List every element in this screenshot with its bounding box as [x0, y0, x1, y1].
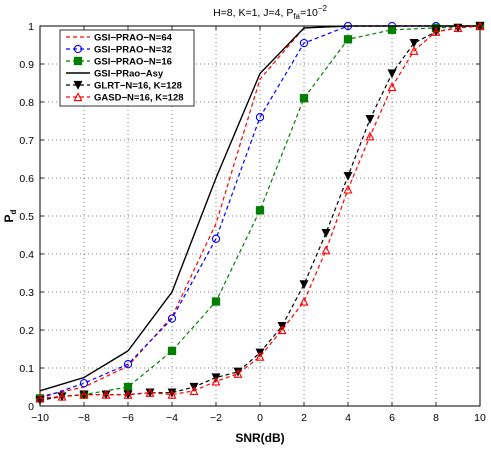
y-tick-label: 0.5: [19, 211, 34, 223]
legend-label: GLRT−N=16, K=128: [94, 81, 182, 92]
data-point-triangle-down: [365, 114, 375, 124]
x-tick-label: 0: [257, 412, 263, 424]
series-line: [39, 25, 481, 399]
legend-item: GASD−N=16, K=128: [66, 92, 184, 104]
data-point-triangle-up: [211, 376, 221, 386]
x-tick-label: −8: [78, 412, 90, 424]
data-point-triangle-down: [73, 80, 83, 90]
x-tick-label: 8: [433, 412, 439, 424]
data-point-triangle-up: [475, 21, 485, 31]
data-point-triangle-up: [73, 92, 83, 102]
legend-box: [59, 29, 195, 107]
series: [39, 25, 480, 392]
data-point-triangle-up: [387, 81, 397, 91]
x-tick-label: −10: [31, 412, 49, 424]
x-tick-label: 4: [345, 412, 351, 424]
legend-item: GSI−PRAO−N=32: [66, 45, 172, 56]
legend-item: GSI−PRAO−N=16: [66, 57, 172, 68]
y-tick-label: 0.6: [19, 173, 34, 185]
y-tick-label: 0.4: [19, 249, 34, 261]
x-tick-label: 10: [474, 412, 486, 424]
data-point-triangle-up: [409, 45, 419, 55]
data-point-circle: [123, 360, 133, 369]
data-point-circle: [299, 38, 309, 48]
y-tick-label: 1: [28, 21, 34, 33]
data-point-triangle-down: [299, 280, 309, 290]
data-point-triangle-up: [189, 385, 199, 395]
y-tick-label: 0.9: [19, 59, 34, 71]
data-point-square: [73, 56, 83, 66]
y-tick-label: 0: [28, 401, 34, 413]
y-tick-label: 0.7: [19, 135, 34, 147]
data-point-square: [387, 25, 397, 34]
data-point-circle: [79, 379, 89, 388]
data-point-triangle-up: [255, 351, 265, 361]
data-point-triangle-up: [145, 387, 155, 397]
data-point-triangle-up: [233, 368, 243, 378]
data-point-triangle-up: [57, 391, 67, 401]
legend: GSI−PRAO−N=64GSI−PRAO−N=32GSI−PRAO−N=16G…: [59, 29, 195, 107]
data-point-triangle-down: [321, 228, 331, 238]
x-tick-label: −2: [210, 412, 222, 424]
x-tick-label: 2: [301, 412, 307, 424]
series-line: [39, 25, 481, 399]
data-point-triangle-up: [277, 325, 287, 335]
data-point-square: [211, 297, 221, 306]
data-point-triangle-up: [101, 389, 111, 399]
legend-item: GLRT−N=16, K=128: [66, 81, 182, 92]
data-point-triangle-up: [343, 184, 353, 194]
series-group: [35, 21, 485, 406]
legend-label: GASD−N=16, K=128: [94, 93, 184, 104]
chart-title: H=8, K=1, J=4, Pfa=10−2: [213, 4, 327, 21]
legend-label: GSI−PRAO−N=64: [94, 33, 173, 44]
data-point-circle: [211, 234, 221, 243]
legend-label: GSI−PRAO−N=16: [94, 57, 172, 68]
legend-label: GSI−PRao−Asy: [94, 69, 164, 80]
data-point-triangle-down: [387, 69, 397, 79]
legend-item: GSI−PRao−Asy: [66, 69, 164, 80]
y-tick-label: 0.8: [19, 97, 34, 109]
y-tick-label: 0.2: [19, 325, 34, 337]
data-point-square: [343, 35, 353, 44]
axis-ticks: −10 −8 −6 −4 −2 0 2 4 6 8 10 0 0.1 0.2 0.3 0.4 0.5 0.6 0.7…: [19, 21, 486, 424]
y-tick-label: 0.3: [19, 287, 34, 299]
y-tick-label: 0.1: [19, 363, 34, 375]
data-point-triangle-up: [79, 389, 89, 399]
data-point-triangle-down: [167, 388, 177, 398]
series-line: [39, 25, 480, 392]
data-point-triangle-up: [453, 23, 463, 33]
data-point-square: [123, 382, 133, 392]
legend-label: GSI−PRAO−N=32: [94, 45, 172, 56]
grid: [40, 26, 480, 406]
x-axis-title: SNR(dB): [235, 431, 284, 445]
data-point-triangle-up: [167, 389, 177, 399]
data-point-triangle-up: [431, 26, 441, 36]
legend-item: GSI−PRAO−N=64: [66, 33, 173, 44]
data-point-triangle-up: [365, 131, 375, 141]
data-point-triangle-up: [299, 296, 309, 306]
x-tick-label: −4: [166, 412, 178, 424]
data-point-triangle-down: [409, 38, 419, 48]
data-point-square: [299, 94, 309, 103]
data-point-square: [167, 346, 177, 356]
y-axis-title: Pd: [2, 209, 18, 222]
x-tick-label: −6: [122, 412, 134, 424]
data-point-circle: [255, 113, 265, 122]
data-point-circle: [167, 314, 177, 323]
data-point-triangle-down: [343, 171, 353, 181]
data-point-triangle-up: [123, 389, 133, 399]
x-tick-label: 6: [389, 412, 395, 424]
data-point-square: [255, 206, 265, 215]
data-point-triangle-up: [321, 245, 331, 255]
data-point-triangle-up: [35, 393, 45, 403]
series: [35, 21, 485, 403]
data-point-circle: [73, 44, 83, 54]
